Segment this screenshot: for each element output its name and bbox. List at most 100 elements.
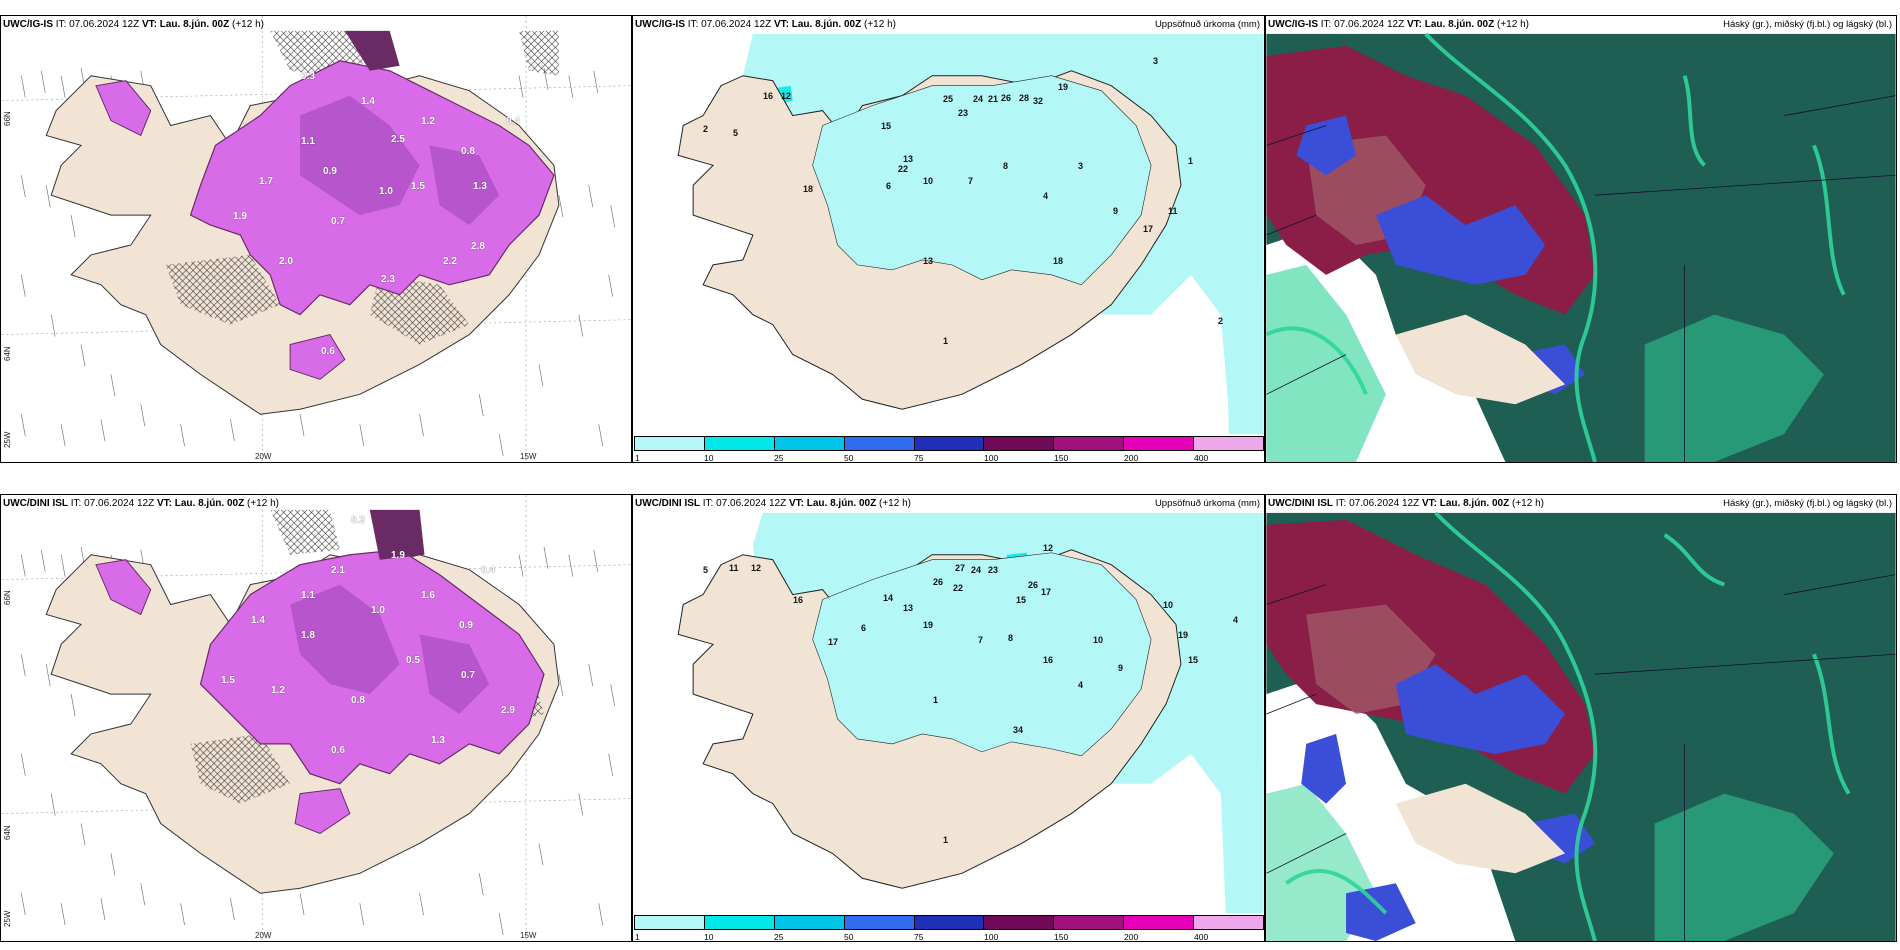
precip-value: 17	[1041, 587, 1052, 597]
snow-value: 1.1	[301, 136, 315, 147]
precip-value: 18	[803, 184, 814, 194]
panel-header: UWC/IG-IS IT: 07.06.2024 12Z VT: Lau. 8.…	[3, 19, 264, 30]
snow-map	[1, 495, 631, 941]
snow-value: 2.2	[443, 256, 457, 267]
snow-value: 1.9	[391, 550, 405, 561]
vt-label: VT:	[156, 498, 172, 509]
model-name: UWC/DINI ISL	[635, 498, 700, 509]
snow-value: 0.3	[351, 515, 365, 526]
lon-15-label: 15W	[520, 931, 537, 940]
valid-time: Lau. 8.jún. 00Z	[806, 498, 877, 509]
valid-time: Lau. 8.jún. 00Z	[1424, 19, 1495, 30]
snow-value: 0.3	[301, 71, 315, 82]
colorbar-label: 200	[1124, 932, 1139, 942]
colorbar-bin	[704, 437, 775, 450]
it-label: IT:	[70, 498, 82, 509]
precip-value: 1	[933, 695, 939, 705]
colorbar-bin	[635, 437, 705, 450]
precip-value: 26	[1028, 580, 1039, 590]
colorbar-label: 1	[635, 932, 640, 942]
field-title: Uppsöfnuð úrkoma (mm)	[1154, 498, 1260, 509]
valid-time: Lau. 8.jún. 00Z	[159, 19, 230, 30]
precip-value: 12	[1043, 543, 1054, 553]
precip-value: 16	[793, 595, 804, 605]
valid-time: Lau. 8.jún. 00Z	[1439, 498, 1510, 509]
model-name: UWC/IG-IS	[1268, 19, 1318, 30]
colorbar-bin	[844, 916, 915, 929]
snow-value: 1.9	[233, 211, 247, 222]
panel-header: UWC/DINI ISL IT: 07.06.2024 12Z VT: Lau.…	[1268, 498, 1544, 509]
precip-value: 4	[1078, 680, 1084, 690]
snow-value: 0.7	[331, 216, 345, 227]
precip-value: 24	[971, 565, 982, 575]
snow-value: 0.9	[459, 620, 473, 631]
precip-value: 19	[923, 620, 934, 630]
snow-value: 0.8	[461, 146, 475, 157]
colorbar-bin	[1124, 437, 1195, 450]
vt-label: VT:	[1421, 498, 1437, 509]
colorbar-bin	[704, 916, 775, 929]
vt-label: VT:	[788, 498, 804, 509]
cloud-map	[1266, 32, 1896, 462]
field-title: Háský (gr.), miðský (fj.bl.) og lágský (…	[1723, 19, 1892, 30]
vt-label: VT:	[141, 19, 157, 30]
colorbar-label: 150	[1054, 932, 1069, 942]
colorbar-label: 100	[984, 453, 999, 463]
init-time: 07.06.2024 12Z	[701, 19, 772, 30]
colorbar-bin	[774, 916, 845, 929]
precip-value: 15	[1188, 655, 1199, 665]
precip-value: 22	[898, 164, 909, 174]
panel-bottom-right: UWC/DINI ISL IT: 07.06.2024 12Z VT: Lau.…	[1265, 494, 1897, 942]
vt-label: VT:	[1406, 19, 1422, 30]
precip-value: 5	[733, 128, 739, 138]
colorbar-label: 10	[704, 453, 714, 463]
precip-value: 16	[763, 91, 774, 101]
panel-header: UWC/IG-IS IT: 07.06.2024 12Z VT: Lau. 8.…	[1268, 19, 1529, 30]
snow-value: 1.4	[361, 96, 375, 107]
precip-value: 23	[958, 108, 969, 118]
precip-value: 34	[1013, 725, 1024, 735]
model-name: UWC/DINI ISL	[3, 498, 68, 509]
it-label: IT:	[702, 498, 714, 509]
snow-value: 0.4	[506, 116, 520, 127]
precip-value: 16	[1043, 655, 1054, 665]
snow-value: 2.9	[501, 705, 515, 716]
precip-value: 3	[1153, 56, 1159, 66]
precip-value: 9	[1113, 206, 1119, 216]
precip-value: 13	[903, 154, 914, 164]
init-time: 07.06.2024 12Z	[1349, 498, 1420, 509]
precip-value: 6	[886, 181, 892, 191]
lead-time: (+12 h)	[864, 19, 896, 30]
lat-64-label: 64N	[3, 346, 12, 361]
precip-value: 3	[1078, 161, 1084, 171]
model-name: UWC/IG-IS	[635, 19, 685, 30]
precip-value: 10	[1093, 635, 1104, 645]
precip-value: 11	[1168, 206, 1178, 216]
precip-value: 19	[1058, 82, 1069, 92]
precip-value: 5	[703, 565, 709, 575]
precip-value: 7	[978, 635, 984, 645]
init-time: 07.06.2024 12Z	[84, 498, 155, 509]
precip-value: 13	[903, 603, 914, 613]
precip-value: 17	[1143, 224, 1154, 234]
snow-value: 1.2	[421, 116, 435, 127]
precip-value: 7	[968, 176, 974, 186]
field-title: Háský (gr.), miðský (fj.bl.) og lágský (…	[1723, 498, 1892, 509]
init-time: 07.06.2024 12Z	[1334, 19, 1405, 30]
model-name: UWC/DINI ISL	[1268, 498, 1333, 509]
snow-value: 1.2	[271, 685, 285, 696]
colorbar-label: 400	[1194, 932, 1209, 942]
cloud-map	[1266, 511, 1896, 941]
precip-value: 8	[1003, 161, 1009, 171]
colorbar-label: 100	[984, 932, 999, 942]
precip-value: 24	[973, 94, 984, 104]
snow-value: 1.8	[301, 630, 315, 641]
precip-value: 4	[1043, 191, 1049, 201]
precip-value: 6	[861, 623, 867, 633]
precip-value: 10	[1163, 600, 1174, 610]
lead-time: (+12 h)	[879, 498, 911, 509]
colorbar-bin	[914, 916, 985, 929]
init-time: 07.06.2024 12Z	[716, 498, 787, 509]
precip-map	[633, 16, 1264, 462]
snow-value: 0.9	[323, 166, 337, 177]
